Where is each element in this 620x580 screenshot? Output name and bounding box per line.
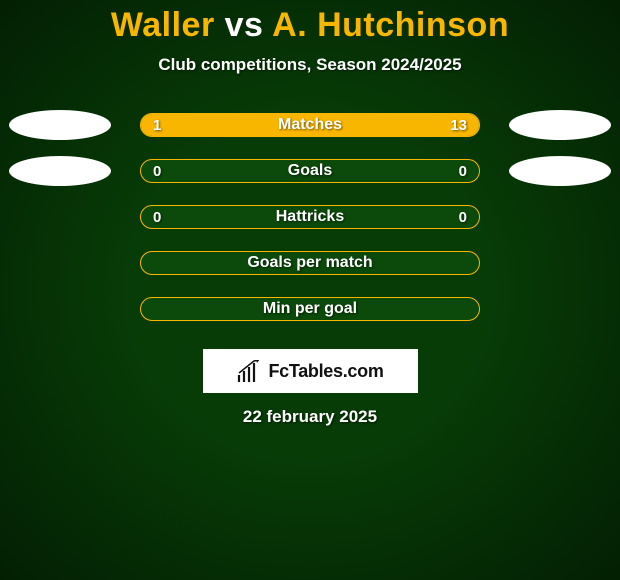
bar-label: Goals per match	[141, 252, 479, 274]
bar-left-fill	[141, 114, 202, 136]
bars-icon	[236, 360, 264, 382]
stat-row: Goals per match	[0, 251, 620, 275]
bar-label: Min per goal	[141, 298, 479, 320]
avatar-left	[9, 110, 111, 140]
bar-label: Goals	[141, 160, 479, 182]
stat-bar: 113Matches	[140, 113, 480, 137]
stat-row: Min per goal	[0, 297, 620, 321]
stat-row: 113Matches	[0, 113, 620, 137]
page-title: Waller vs A. Hutchinson	[0, 6, 620, 45]
bar-value-left: 0	[153, 160, 161, 182]
logo-text: FcTables.com	[268, 361, 383, 382]
title-left-player: Waller	[111, 6, 215, 44]
bar-value-left: 0	[153, 206, 161, 228]
avatar-right	[509, 110, 611, 140]
avatar-right	[509, 156, 611, 186]
stat-bar: 0 0Hattricks	[140, 205, 480, 229]
bar-value-right: 0	[459, 160, 467, 182]
stat-bar: Min per goal	[140, 297, 480, 321]
subtitle: Club competitions, Season 2024/2025	[0, 55, 620, 75]
stat-row: 0 0Hattricks	[0, 205, 620, 229]
title-right-player: A. Hutchinson	[272, 6, 509, 44]
logo-box: FcTables.com	[203, 349, 418, 393]
stat-bar: 0 0Goals	[140, 159, 480, 183]
comparison-card: Waller vs A. Hutchinson Club competition…	[0, 0, 620, 580]
bar-right-fill	[202, 114, 479, 136]
stats-rows: 113Matches00Goals00HattricksGoals per ma…	[0, 113, 620, 321]
stat-row: 0 0Goals	[0, 159, 620, 183]
avatar-left	[9, 156, 111, 186]
title-vs: vs	[225, 6, 264, 44]
bar-label: Hattricks	[141, 206, 479, 228]
date-line: 22 february 2025	[0, 407, 620, 427]
stat-bar: Goals per match	[140, 251, 480, 275]
bar-value-right: 0	[459, 206, 467, 228]
